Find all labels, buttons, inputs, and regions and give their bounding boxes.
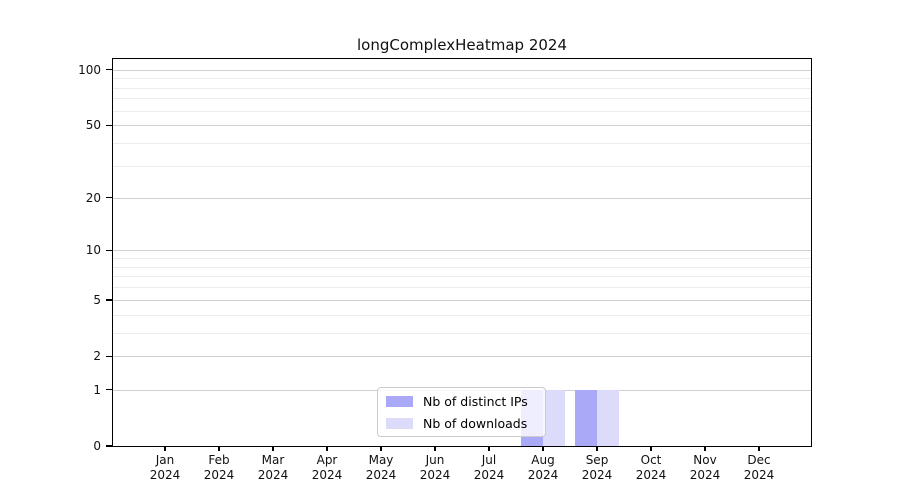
y-tick-mark bbox=[106, 388, 112, 391]
gridline-major bbox=[113, 250, 811, 252]
gridline-minor bbox=[113, 258, 811, 260]
x-tick-mark bbox=[488, 446, 490, 451]
chart-title: longComplexHeatmap 2024 bbox=[356, 36, 567, 54]
x-tick-label: May 2024 bbox=[365, 453, 397, 482]
gridline-minor bbox=[113, 78, 811, 80]
x-tick-mark bbox=[596, 446, 598, 451]
legend-item-downloads: Nb of downloads bbox=[386, 414, 545, 432]
x-tick-label: Feb 2024 bbox=[203, 453, 235, 482]
x-tick-label: Jul 2024 bbox=[473, 453, 505, 482]
gridline-minor bbox=[113, 332, 811, 334]
legend: Nb of distinct IPs Nb of downloads bbox=[377, 387, 546, 437]
x-tick-mark bbox=[758, 446, 760, 451]
gridline-minor bbox=[113, 314, 811, 316]
y-tick-label: 100 bbox=[78, 62, 101, 77]
gridline-minor bbox=[113, 110, 811, 112]
x-tick-label: Sep 2024 bbox=[581, 453, 613, 482]
legend-label-distinct-ips: Nb of distinct IPs bbox=[423, 393, 528, 409]
gridline-minor bbox=[113, 165, 811, 167]
gridline-minor bbox=[113, 98, 811, 100]
y-tick-label: 2 bbox=[93, 349, 101, 364]
y-tick-label: 0 bbox=[93, 439, 101, 453]
legend-item-distinct-ips: Nb of distinct IPs bbox=[386, 392, 545, 410]
gridline-minor bbox=[113, 87, 811, 89]
x-tick-mark bbox=[326, 446, 328, 451]
gridline-minor bbox=[113, 287, 811, 289]
y-tick-mark bbox=[106, 445, 112, 447]
legend-label-downloads: Nb of downloads bbox=[423, 415, 528, 431]
x-tick-mark bbox=[650, 446, 652, 451]
x-tick-mark bbox=[380, 446, 382, 451]
x-tick-label: Aug 2024 bbox=[527, 453, 559, 482]
y-tick-label: 10 bbox=[85, 243, 101, 258]
x-tick-label: Mar 2024 bbox=[257, 453, 289, 482]
bar-sep-downloads bbox=[597, 389, 619, 446]
x-tick-label: Jan 2024 bbox=[149, 453, 181, 482]
gridline-minor bbox=[113, 143, 811, 145]
x-tick-label: Dec 2024 bbox=[743, 453, 775, 482]
y-tick-label: 1 bbox=[93, 382, 101, 397]
x-tick-mark bbox=[272, 446, 274, 451]
gridline-major bbox=[113, 125, 811, 127]
y-tick-mark bbox=[106, 355, 112, 358]
legend-swatch-downloads bbox=[386, 417, 413, 429]
y-tick-mark bbox=[106, 299, 112, 301]
gridline-major bbox=[113, 299, 811, 301]
x-tick-mark bbox=[434, 446, 436, 451]
x-tick-mark bbox=[542, 446, 544, 451]
x-tick-mark bbox=[218, 446, 220, 451]
y-tick-label: 5 bbox=[93, 292, 101, 307]
y-tick-label: 50 bbox=[85, 118, 101, 133]
y-tick-label: 20 bbox=[85, 190, 101, 205]
x-tick-label: Apr 2024 bbox=[311, 453, 343, 482]
gridline-minor bbox=[113, 276, 811, 278]
bar-sep-distinct-ips bbox=[575, 389, 597, 446]
x-tick-label: Jun 2024 bbox=[419, 453, 451, 482]
legend-swatch-distinct-ips bbox=[386, 395, 413, 407]
gridline-minor bbox=[113, 266, 811, 268]
bar-aug-downloads bbox=[543, 389, 565, 446]
tick-layer: 0 1 2 5 10 20 50 100 Jan 2024 Feb 2024 Mar 2024 Apr 202… bbox=[78, 59, 811, 482]
x-tick-mark bbox=[704, 446, 706, 451]
x-tick-label: Nov 2024 bbox=[689, 453, 721, 482]
gridline-major bbox=[113, 197, 811, 199]
gridline-major bbox=[113, 69, 811, 71]
y-tick-mark bbox=[106, 68, 112, 71]
plot-area: 0 1 2 5 10 20 50 100 Jan 2024 Feb 2024 Mar 2024 Apr 202… bbox=[78, 58, 812, 482]
x-tick-mark bbox=[164, 446, 166, 451]
y-tick-mark bbox=[106, 196, 112, 199]
y-tick-mark bbox=[106, 249, 112, 252]
gridline-major bbox=[113, 356, 811, 358]
x-tick-label: Oct 2024 bbox=[635, 453, 667, 482]
y-tick-mark bbox=[106, 124, 112, 127]
